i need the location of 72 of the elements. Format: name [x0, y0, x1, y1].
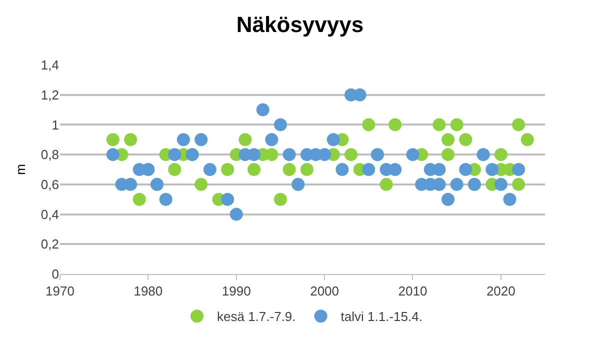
- point: [265, 133, 278, 146]
- point: [459, 133, 472, 146]
- point: [432, 163, 446, 176]
- point: [486, 163, 499, 176]
- y-tick-label: 0,4: [40, 206, 59, 222]
- point: [326, 133, 340, 146]
- point: [388, 163, 402, 176]
- x-tick-label: 2020: [486, 284, 516, 299]
- point: [388, 118, 402, 132]
- point: [512, 118, 526, 132]
- point: [274, 192, 287, 206]
- x-tick-label: 2000: [310, 284, 340, 299]
- y-tick-label: 1,4: [40, 58, 59, 73]
- point: [362, 118, 376, 132]
- x-tick-label: 1990: [222, 284, 251, 299]
- point: [124, 178, 138, 191]
- point: [203, 163, 216, 176]
- y-tick-label: 0: [52, 266, 59, 282]
- point: [256, 103, 270, 116]
- point: [512, 163, 526, 176]
- point: [503, 192, 516, 206]
- point: [248, 148, 260, 162]
- point: [362, 163, 376, 176]
- point: [176, 133, 190, 146]
- point: [494, 148, 508, 162]
- point: [274, 118, 287, 132]
- point: [221, 163, 234, 176]
- point: [221, 192, 234, 206]
- point: [380, 178, 393, 191]
- x-tick-label: 1970: [46, 284, 74, 299]
- point: [442, 192, 454, 206]
- point: [238, 133, 252, 146]
- point: [336, 163, 349, 176]
- y-tick-label: 0,2: [40, 236, 59, 252]
- point: [459, 163, 472, 176]
- legend-label: kesä 1.7.-7.9.: [217, 309, 296, 324]
- point: [168, 163, 182, 176]
- point: [353, 88, 366, 102]
- point: [265, 148, 278, 162]
- point: [520, 133, 534, 146]
- point: [450, 118, 464, 132]
- y-tick-label: 1,2: [40, 87, 59, 102]
- point: [194, 178, 208, 191]
- x-tick-label: 1980: [134, 284, 163, 299]
- point: [106, 148, 120, 162]
- point: [442, 148, 454, 162]
- point: [132, 192, 146, 206]
- point: [442, 133, 454, 146]
- y-axis-title: m: [12, 164, 28, 175]
- y-tick-label: 1: [52, 117, 59, 132]
- chart-title: Näkösyvyys: [236, 12, 364, 37]
- point: [194, 133, 208, 146]
- point: [318, 148, 332, 162]
- point: [124, 133, 138, 146]
- x-tick-label: 2010: [398, 284, 428, 299]
- point: [159, 192, 172, 206]
- point: [406, 148, 420, 162]
- legend-label: talvi 1.1.-15.4.: [340, 309, 422, 324]
- point: [344, 148, 358, 162]
- point: [450, 178, 464, 191]
- point: [230, 208, 243, 221]
- point: [106, 133, 120, 146]
- point: [248, 163, 260, 176]
- point: [282, 163, 296, 176]
- point: [168, 148, 182, 162]
- point: [300, 163, 314, 176]
- y-tick-label: 0,8: [40, 147, 59, 162]
- point: [494, 178, 508, 191]
- point: [512, 178, 526, 191]
- y-tick-label: 0,6: [40, 176, 59, 192]
- point: [432, 118, 446, 132]
- point: [282, 148, 296, 162]
